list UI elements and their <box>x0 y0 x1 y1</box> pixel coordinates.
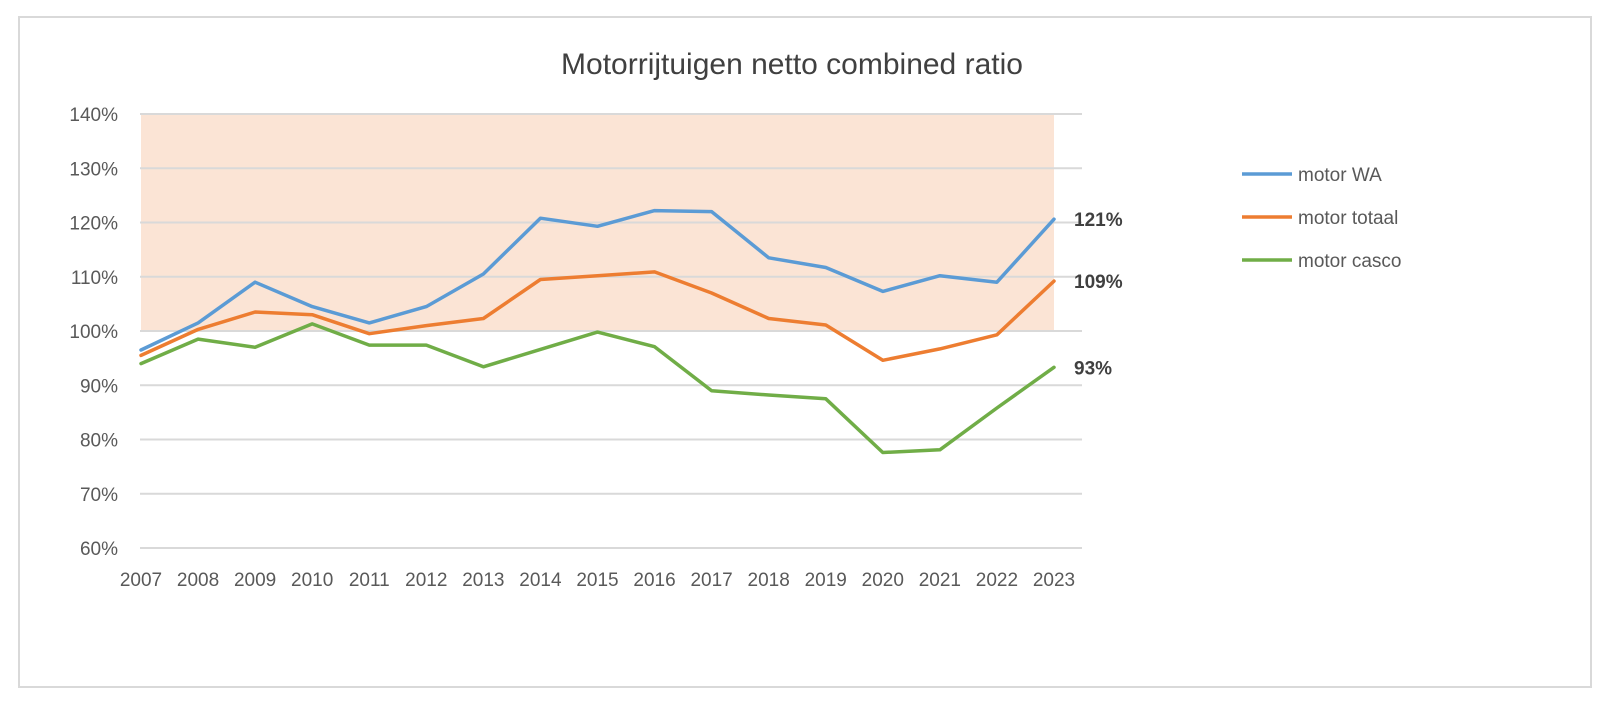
y-tick-label: 120% <box>69 214 118 235</box>
line-chart: Motorrijtuigen netto combined ratio 60% 7… <box>69 48 1401 591</box>
legend: motor WA motor totaal motor casco <box>1242 165 1401 272</box>
chart-title: Motorrijtuigen netto combined ratio <box>561 48 1023 81</box>
legend-label: motor WA <box>1298 165 1382 186</box>
end-labels: 121% 109% 93% <box>1074 210 1123 379</box>
legend-item: motor casco <box>1242 251 1401 272</box>
y-tick-label: 130% <box>69 159 118 180</box>
series-lines <box>139 208 1056 455</box>
y-tick-label: 140% <box>69 105 118 126</box>
x-tick-label: 2018 <box>748 570 790 591</box>
chart-frame: Motorrijtuigen netto combined ratio 60% 7… <box>18 16 1592 688</box>
series-line-motor-totaal <box>139 270 1056 363</box>
series-line-motor-casco <box>139 322 1056 455</box>
x-tick-label: 2014 <box>519 570 562 591</box>
x-tick-label: 2010 <box>291 570 333 591</box>
x-tick-label: 2020 <box>862 570 904 591</box>
y-tick-label: 80% <box>80 431 118 452</box>
y-tick-label: 100% <box>69 322 118 343</box>
x-tick-label: 2008 <box>177 570 219 591</box>
x-tick-label: 2013 <box>462 570 504 591</box>
x-tick-label: 2017 <box>690 570 732 591</box>
legend-label: motor casco <box>1298 251 1401 272</box>
y-tick-label: 110% <box>71 268 118 289</box>
x-tick-label: 2023 <box>1033 570 1075 591</box>
x-tick-label: 2021 <box>919 570 961 591</box>
x-axis-ticks: 2007 2008 2009 2010 2011 2012 2013 2014 2015 2016… <box>120 570 1075 591</box>
x-tick-label: 2012 <box>405 570 447 591</box>
y-tick-label: 90% <box>80 376 118 397</box>
legend-item: motor totaal <box>1242 208 1398 229</box>
x-tick-label: 2007 <box>120 570 162 591</box>
x-tick-label: 2011 <box>349 570 390 591</box>
legend-item: motor WA <box>1242 165 1382 186</box>
x-tick-label: 2022 <box>976 570 1018 591</box>
series-line-motor-WA <box>139 208 1056 352</box>
end-label-motor-casco: 93% <box>1074 358 1112 379</box>
gridlines <box>140 113 1082 549</box>
y-tick-label: 60% <box>80 539 118 560</box>
y-axis-ticks: 60% 70% 80% 90% 100% 110% 120% 130% 140% <box>69 105 118 560</box>
end-label-motor-WA: 121% <box>1074 210 1123 231</box>
legend-label: motor totaal <box>1298 208 1398 229</box>
x-tick-label: 2016 <box>633 570 675 591</box>
x-tick-label: 2019 <box>805 570 847 591</box>
x-tick-label: 2009 <box>234 570 276 591</box>
y-tick-label: 70% <box>80 485 118 506</box>
x-tick-label: 2015 <box>576 570 618 591</box>
end-label-motor-totaal: 109% <box>1074 272 1123 293</box>
